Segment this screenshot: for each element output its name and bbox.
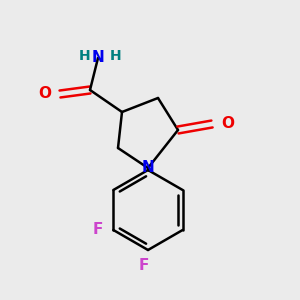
Text: O: O (38, 86, 51, 101)
Text: H: H (110, 49, 122, 63)
Text: H: H (78, 49, 90, 63)
Text: N: N (92, 50, 104, 65)
Text: N: N (142, 160, 154, 175)
Text: F: F (139, 258, 149, 273)
Text: O: O (221, 116, 234, 131)
Text: F: F (93, 223, 104, 238)
